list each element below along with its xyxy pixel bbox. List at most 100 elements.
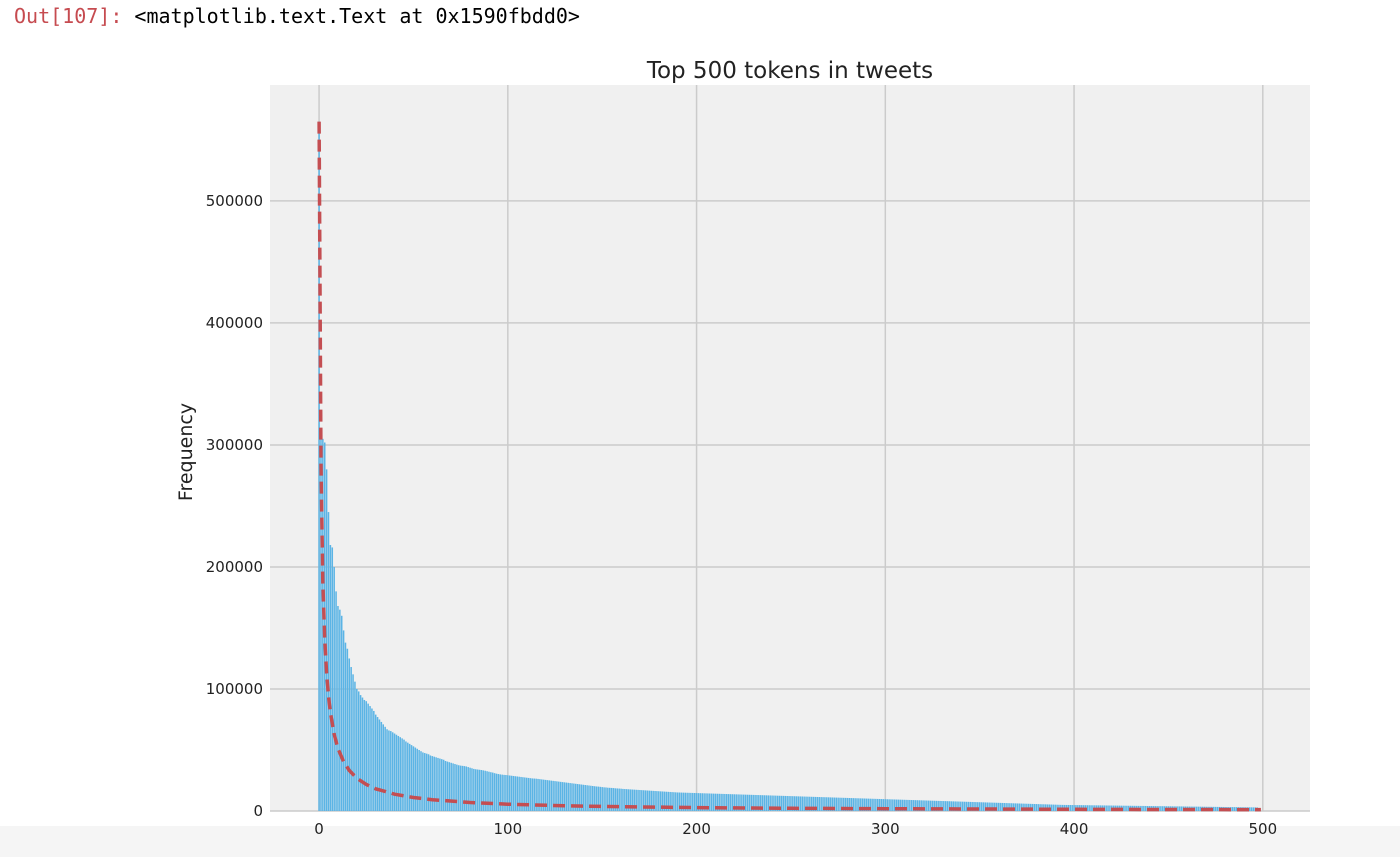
bar [1163,806,1166,811]
bar [665,791,668,811]
bar [599,786,602,811]
cell-output: Out[107]: <matplotlib.text.Text at 0x159… [14,2,580,30]
bar [320,432,322,811]
bar [1069,804,1072,811]
bar [686,792,688,811]
bar [339,609,341,811]
bar [390,731,392,811]
bar [357,691,360,811]
bar [729,794,732,811]
bar [1005,803,1007,811]
bar [914,800,917,811]
bar [1092,805,1094,811]
y-tick-labels: 0 100000 200000 300000 400000 500000 [206,192,263,820]
bar [510,775,513,811]
bar [673,792,675,811]
bar [388,730,390,811]
bar [576,784,579,811]
bar [1086,805,1089,811]
bar [860,798,862,811]
bar [797,796,800,811]
bar [705,793,707,811]
bar [709,793,711,811]
bar [373,710,375,811]
bar [703,793,705,811]
bar [539,779,541,811]
bar [822,797,824,811]
bar [537,778,539,811]
bar [418,749,420,811]
bar [720,793,722,811]
bar [573,783,575,811]
bar [1248,807,1251,811]
bar [374,714,377,811]
bar [639,790,641,811]
bar [846,797,849,811]
bar [548,780,551,811]
bar [410,745,413,811]
bar [907,799,909,811]
bar [1195,806,1198,811]
bar [743,794,745,811]
bar [941,800,943,811]
bar [575,783,577,811]
bar [682,792,685,811]
bar [1022,803,1024,811]
bar [944,801,947,811]
bar [833,797,836,811]
bar [814,796,817,811]
bar [669,791,671,811]
bar [361,697,364,811]
bar [726,794,728,811]
bar [837,797,839,811]
bar [610,787,613,811]
bar [1199,806,1202,811]
bar [759,795,762,811]
bar [403,739,405,811]
bar [365,701,368,811]
bar [675,792,677,811]
bar [603,787,605,811]
bar [829,797,832,811]
bar [816,796,819,811]
bar [414,747,417,811]
bar [499,774,502,811]
bar [459,765,462,811]
bar [954,801,956,811]
plot-background [270,85,1310,811]
bar [858,798,860,811]
bar [380,721,383,811]
bar [931,800,934,811]
bar [782,795,785,811]
bar [839,797,841,811]
bar [895,799,898,811]
bar [471,768,473,811]
bar [474,769,477,811]
bar [1035,804,1038,811]
bar [939,800,941,811]
bar [393,733,396,811]
bar [546,780,549,811]
bar [329,545,332,811]
bar [667,791,670,811]
bar [754,794,756,811]
bar [712,793,715,811]
bar [769,795,771,811]
bar [525,777,528,811]
bar [695,793,698,811]
bar [856,798,858,811]
bar [663,791,666,811]
y-tick-label: 300000 [206,436,263,454]
bar [652,790,654,811]
bar [1197,806,1200,811]
bar [863,798,866,811]
bar [439,758,441,811]
bar [465,766,468,811]
bar [958,801,960,811]
bar [850,798,853,811]
bar [327,512,330,811]
bar [501,774,503,811]
bar [641,790,643,811]
bar [348,658,351,811]
bar [765,795,768,811]
